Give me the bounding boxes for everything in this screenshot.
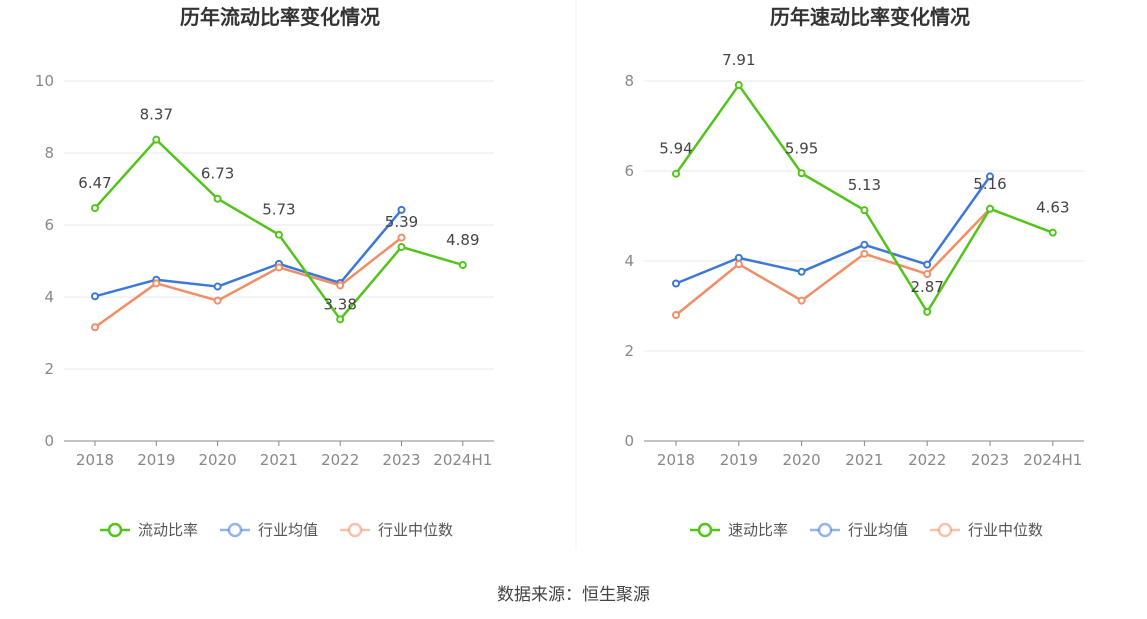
data-label: 5.13 bbox=[848, 176, 881, 194]
data-point-main bbox=[91, 204, 99, 213]
data-label: 7.91 bbox=[722, 51, 755, 69]
x-tick-label: 2021 bbox=[260, 451, 298, 469]
data-point-median bbox=[860, 249, 869, 258]
data-point-avg bbox=[397, 205, 406, 214]
data-point-main bbox=[458, 260, 467, 269]
series-line-median bbox=[675, 207, 991, 316]
x-tick-label: 2018 bbox=[657, 451, 695, 469]
data-label: 4.89 bbox=[446, 231, 479, 249]
data-point-main bbox=[1048, 228, 1057, 237]
data-label: 6.47 bbox=[78, 174, 111, 192]
data-label: 2.87 bbox=[910, 278, 943, 296]
x-tick-label: 2018 bbox=[76, 451, 114, 469]
data-label: 5.94 bbox=[659, 140, 692, 158]
y-tick-label: 0 bbox=[44, 432, 54, 450]
data-point-avg bbox=[213, 282, 222, 291]
data-point-avg bbox=[734, 253, 743, 262]
y-tick-label: 2 bbox=[44, 360, 54, 378]
y-tick-label: 8 bbox=[624, 72, 634, 90]
data-point-median bbox=[336, 281, 345, 290]
x-tick-label: 2019 bbox=[720, 451, 758, 469]
data-point-main bbox=[152, 135, 161, 144]
data-label: 6.73 bbox=[201, 165, 234, 183]
legend-label: 行业中位数 bbox=[378, 521, 453, 539]
y-tick-label: 4 bbox=[624, 252, 634, 270]
data-point-avg bbox=[672, 279, 680, 288]
data-point-main bbox=[672, 169, 680, 178]
data-point-median bbox=[672, 311, 680, 319]
x-tick-label: 2022 bbox=[321, 451, 359, 469]
x-tick-label: 2020 bbox=[199, 451, 237, 469]
series-line-avg bbox=[675, 175, 992, 285]
data-label: 3.38 bbox=[323, 295, 356, 313]
data-point-avg bbox=[986, 172, 994, 181]
legend-swatch-marker bbox=[347, 522, 363, 538]
series-line-avg bbox=[94, 209, 403, 298]
legend-label: 流动比率 bbox=[138, 521, 198, 539]
data-label: 5.39 bbox=[385, 213, 418, 231]
series-line-median bbox=[94, 236, 403, 329]
y-tick-label: 4 bbox=[44, 288, 54, 306]
y-tick-label: 6 bbox=[624, 162, 634, 180]
legend-swatch-marker bbox=[227, 522, 243, 538]
legend-swatch-marker bbox=[817, 522, 833, 538]
y-tick-label: 6 bbox=[44, 216, 54, 234]
data-point-avg bbox=[797, 267, 806, 276]
x-tick-label: 2019 bbox=[137, 451, 175, 469]
data-point-main bbox=[397, 242, 406, 251]
series-line-main bbox=[674, 83, 1054, 314]
data-point-main bbox=[923, 307, 932, 316]
data-point-median bbox=[734, 260, 743, 269]
x-tick-label: 2021 bbox=[845, 451, 883, 469]
data-source-label: 数据来源：恒生聚源 bbox=[497, 585, 650, 605]
y-tick-label: 2 bbox=[624, 342, 634, 360]
legend-swatch-marker bbox=[937, 522, 953, 538]
data-point-median bbox=[213, 296, 222, 305]
data-point-median bbox=[797, 296, 806, 305]
x-tick-label: 2022 bbox=[908, 451, 946, 469]
chart-title: 历年流动比率变化情况 bbox=[180, 5, 380, 29]
data-point-main bbox=[274, 230, 283, 239]
data-point-median bbox=[91, 323, 99, 332]
data-label: 8.37 bbox=[140, 106, 173, 124]
y-tick-label: 8 bbox=[44, 144, 54, 162]
x-tick-label: 2023 bbox=[971, 451, 1009, 469]
data-point-main bbox=[860, 206, 869, 215]
data-point-median bbox=[274, 263, 283, 272]
data-point-main bbox=[213, 194, 222, 203]
data-label: 5.16 bbox=[973, 175, 1006, 193]
legend-label: 行业均值 bbox=[258, 521, 318, 539]
x-tick-label: 2023 bbox=[382, 451, 420, 469]
data-label: 5.73 bbox=[262, 201, 295, 219]
legend-label: 速动比率 bbox=[728, 521, 788, 539]
data-point-median bbox=[152, 279, 161, 288]
data-point-median bbox=[923, 270, 932, 279]
data-point-main bbox=[986, 204, 994, 213]
data-label: 5.95 bbox=[785, 139, 818, 157]
chart-title: 历年速动比率变化情况 bbox=[770, 5, 970, 29]
data-label: 4.63 bbox=[1036, 199, 1069, 217]
legend-label: 行业中位数 bbox=[968, 521, 1043, 539]
x-tick-label: 2020 bbox=[783, 451, 821, 469]
data-point-main bbox=[797, 169, 806, 178]
data-point-main bbox=[336, 315, 345, 324]
y-tick-label: 0 bbox=[624, 432, 634, 450]
legend-swatch-marker bbox=[107, 522, 123, 538]
legend-label: 行业均值 bbox=[848, 521, 908, 539]
x-tick-label: 2024H1 bbox=[1023, 451, 1082, 469]
data-point-avg bbox=[860, 240, 869, 249]
x-tick-label: 2024H1 bbox=[433, 451, 492, 469]
data-point-main bbox=[734, 81, 743, 90]
data-point-avg bbox=[923, 260, 932, 269]
data-point-median bbox=[397, 233, 406, 242]
legend-swatch-marker bbox=[697, 522, 713, 538]
y-tick-label: 10 bbox=[35, 72, 54, 90]
data-point-avg bbox=[91, 292, 99, 301]
